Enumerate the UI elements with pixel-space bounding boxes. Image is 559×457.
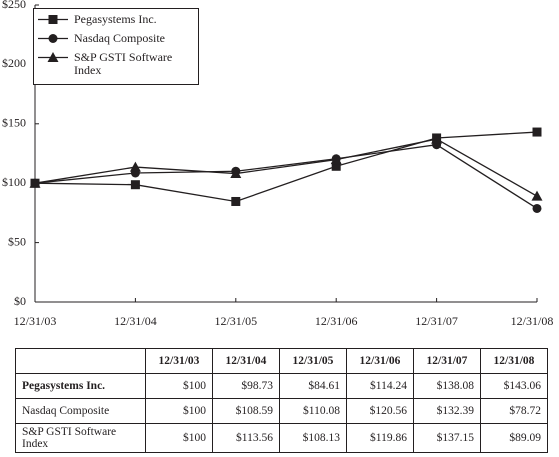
table-cell: $143.06 [480, 373, 548, 399]
marker-triangle [431, 133, 443, 144]
marker-square [130, 180, 140, 190]
legend-label: S&P GSTI Software Index [74, 50, 173, 77]
x-tick-label: 12/31/07 [415, 314, 458, 328]
marker-circle [532, 203, 542, 213]
marker-triangle [29, 177, 41, 188]
table-body: Pegasystems Inc. $100 $98.73 $84.61 $114.24 $… [15, 373, 548, 453]
legend-swatch [38, 52, 68, 62]
table-row: Nasdaq Composite $100 $108.59 $110.08 $120.5… [15, 398, 548, 424]
table-cell: $100 [145, 423, 213, 453]
marker-square [532, 127, 542, 137]
marker-triangle [129, 161, 141, 172]
legend-swatch [38, 15, 68, 24]
legend-label: Pegasystems Inc. [74, 12, 157, 26]
marker-circle [48, 34, 58, 43]
x-tick-label: 12/31/03 [14, 314, 57, 328]
marker-triangle [230, 168, 242, 179]
legend: Pegasystems Inc. Nasdaq Composite S&P GSTI… [33, 8, 199, 85]
data-table: 12/31/03 12/31/04 12/31/05 12/31/06 12/31/07… [15, 348, 548, 453]
column-header: 12/31/08 [480, 348, 548, 374]
column-header: 12/31/04 [212, 348, 280, 374]
chart: $0 $50 $100 $150 $200 $250 12/31/03 12/31/04 12/… [2, 0, 554, 328]
legend-item: Pegasystems Inc. [38, 13, 194, 26]
table-cell: $138.08 [413, 373, 481, 399]
table-cell: $108.59 [212, 398, 280, 424]
table-cell: $120.56 [346, 398, 414, 424]
y-tick-label: $100 [2, 175, 26, 189]
legend-item: S&P GSTI Software Index [38, 51, 194, 77]
marker-square [331, 161, 341, 171]
column-header: 12/31/05 [279, 348, 347, 374]
column-header: 12/31/03 [145, 348, 213, 374]
y-tick-label: $50 [8, 234, 26, 248]
table-cell: $113.56 [212, 423, 280, 453]
x-tick-label: 12/31/04 [114, 314, 157, 328]
table-cell: $110.08 [279, 398, 347, 424]
x-tick-label: 12/31/05 [214, 314, 257, 328]
table-cell: $89.09 [480, 423, 548, 453]
marker-square [231, 196, 241, 206]
row-header: S&P GSTI Software Index [15, 423, 146, 453]
series-line [34, 144, 538, 210]
table-cell: $137.15 [413, 423, 481, 453]
header-row: 12/31/03 12/31/04 12/31/05 12/31/06 12/31/07… [15, 348, 548, 374]
legend-item: Nasdaq Composite [38, 32, 194, 45]
marker-triangle [47, 52, 59, 62]
table-cell: $108.13 [279, 423, 347, 453]
x-tick-label: 12/31/06 [315, 314, 358, 328]
corner-cell [15, 348, 146, 374]
legend-label: Nasdaq Composite [74, 31, 165, 45]
y-tick-label: $150 [2, 116, 26, 130]
series-line [34, 138, 538, 197]
table-cell: $84.61 [279, 373, 347, 399]
x-tick-label: 12/31/08 [511, 314, 554, 328]
series-line [34, 131, 538, 203]
table-cell: $132.39 [413, 398, 481, 424]
table-row: Pegasystems Inc. $100 $98.73 $84.61 $114.24 $… [15, 373, 548, 399]
table-cell: $119.86 [346, 423, 414, 453]
marker-triangle [531, 190, 543, 201]
y-tick-label: $200 [2, 56, 26, 70]
table-cell: $78.72 [480, 398, 548, 424]
table-cell: $100 [145, 373, 213, 399]
y-tick-label: $250 [2, 0, 26, 11]
table-row: S&P GSTI Software Index $100 $113.56 $108.1… [15, 423, 548, 453]
row-header: Nasdaq Composite [15, 398, 146, 424]
table-cell: $100 [145, 398, 213, 424]
column-header: 12/31/06 [346, 348, 414, 374]
column-header: 12/31/07 [413, 348, 481, 374]
marker-triangle [330, 154, 342, 165]
marker-square [48, 15, 58, 24]
table-cell: $114.24 [346, 373, 414, 399]
table-cell: $98.73 [212, 373, 280, 399]
y-tick-label: $0 [14, 294, 26, 308]
row-header: Pegasystems Inc. [15, 373, 146, 399]
legend-swatch [38, 34, 68, 43]
